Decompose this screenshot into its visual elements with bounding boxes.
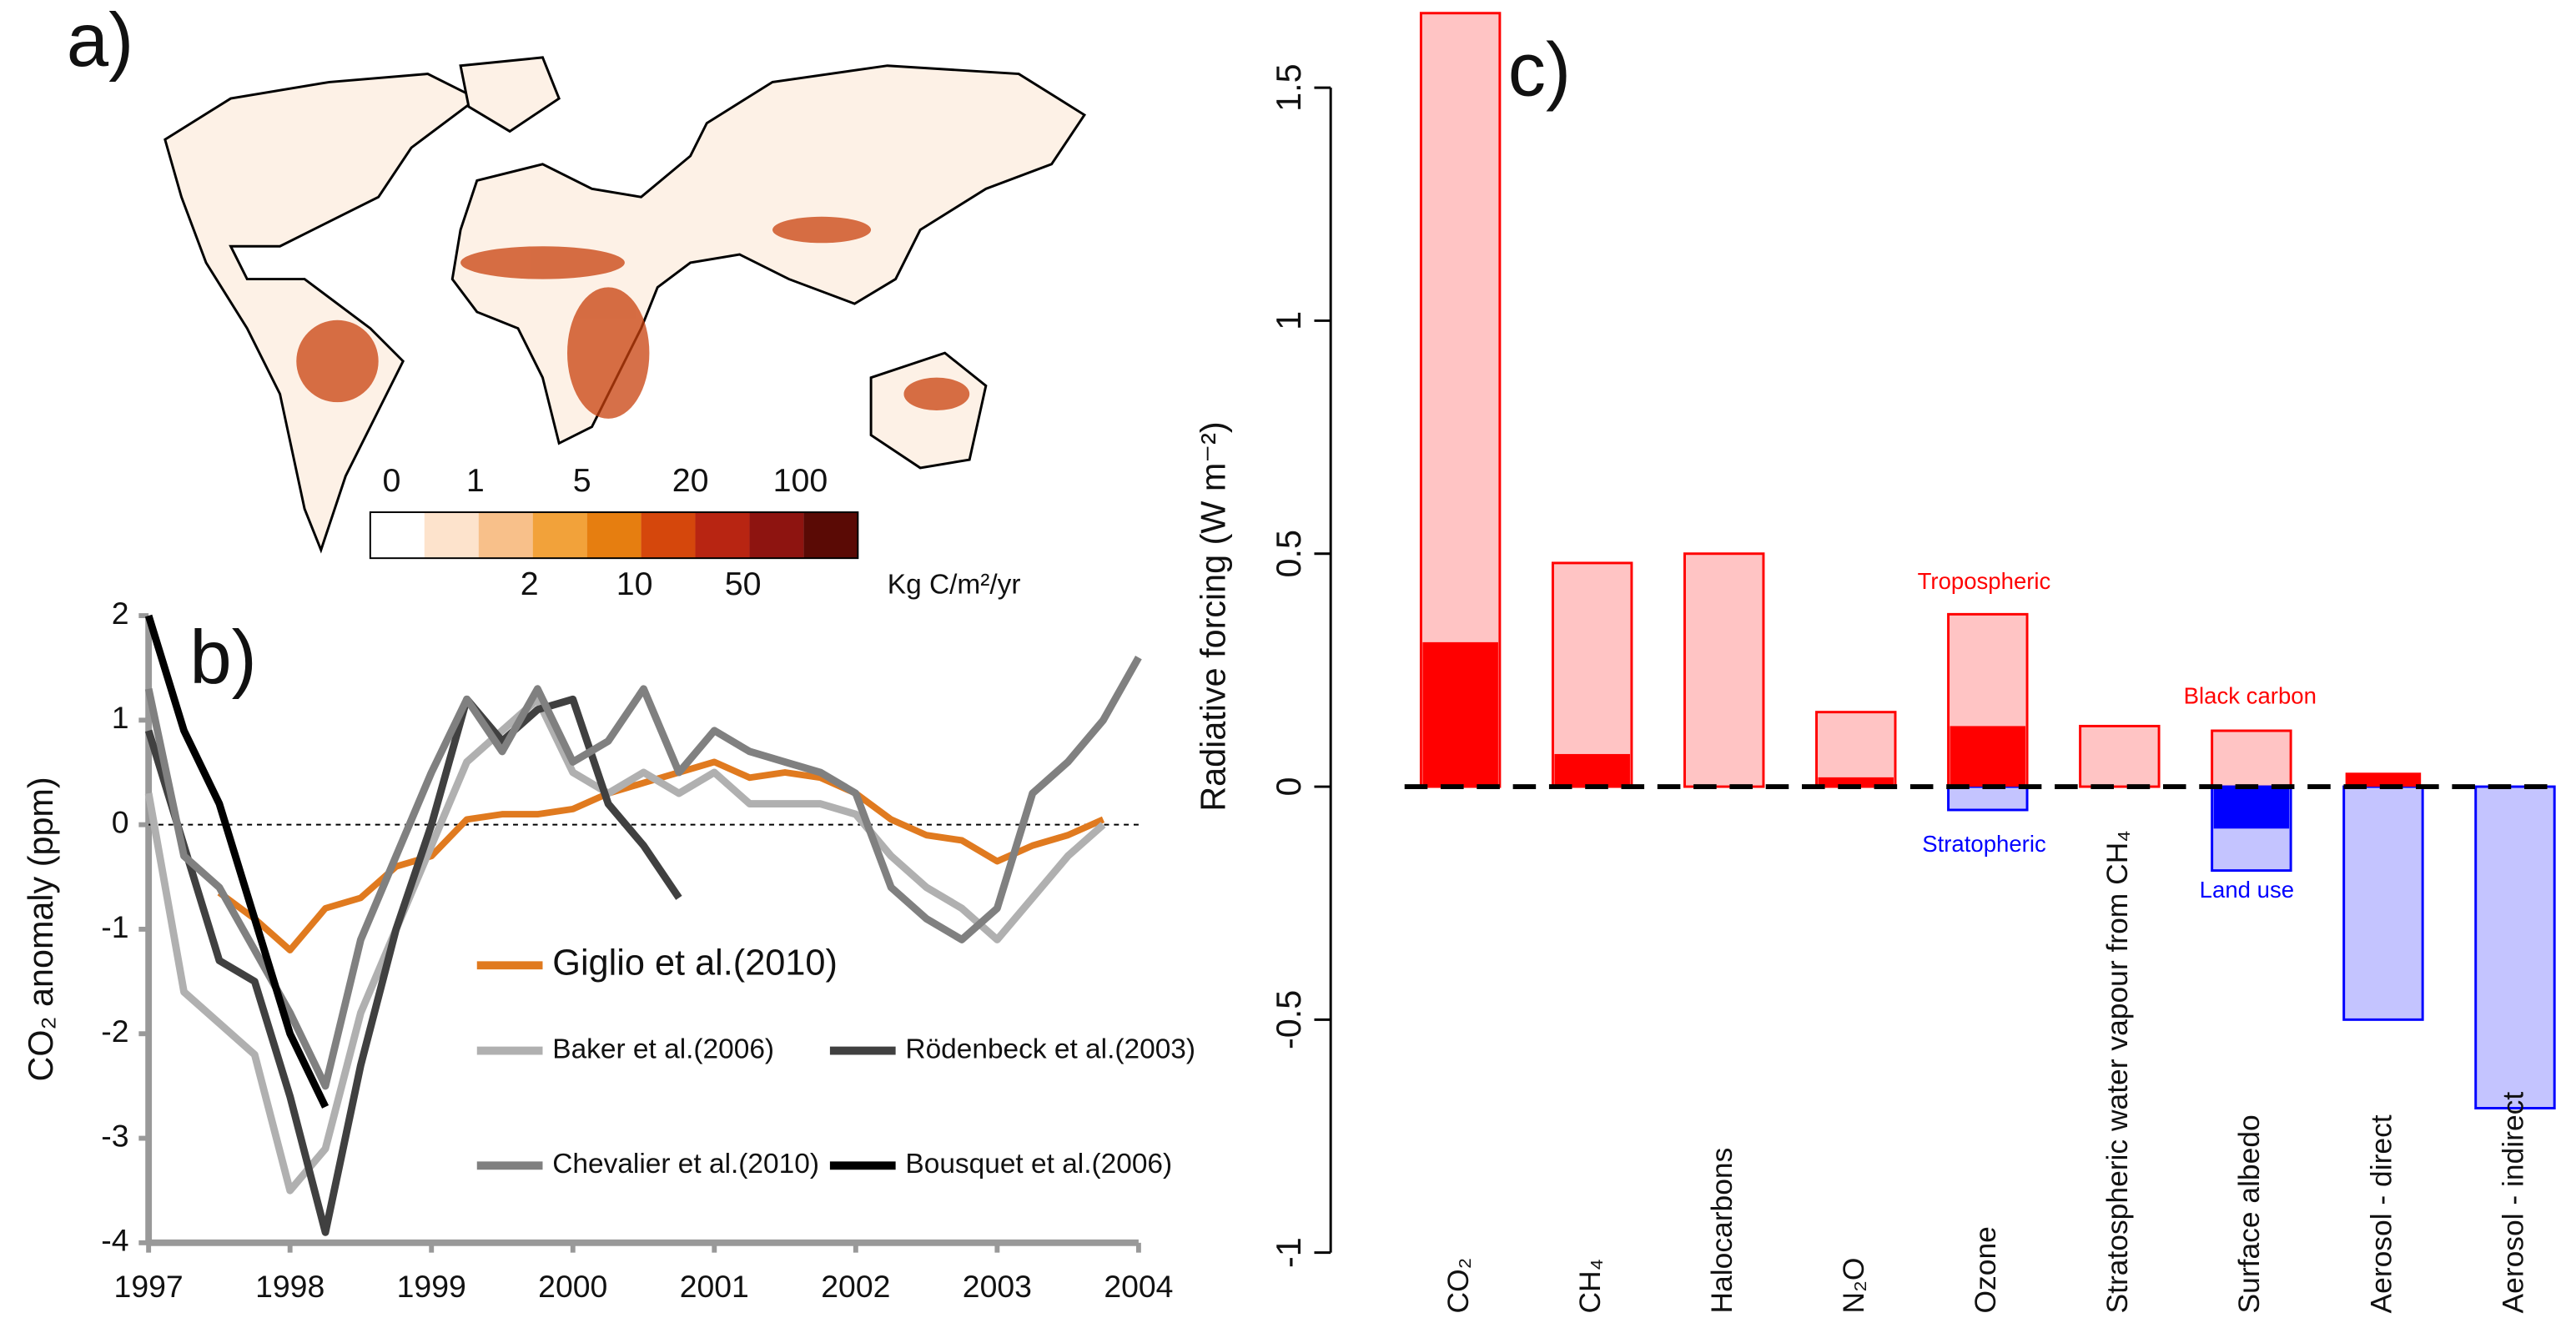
x-tick-label: 2001 — [680, 1269, 749, 1304]
x-tick-label: 2000 — [538, 1269, 607, 1304]
colorbar-swatch — [532, 512, 587, 559]
bar — [1950, 726, 2026, 787]
panel-label: c) — [1508, 28, 1571, 112]
legend-label: Bousquet et al.(2006) — [905, 1149, 1172, 1180]
x-tick-label: N₂O — [1837, 1258, 1870, 1314]
series-line — [144, 614, 330, 1109]
y-tick-label: -3 — [101, 1118, 128, 1153]
y-tick-label: 1.5 — [1270, 63, 1308, 111]
colorbar-swatch — [749, 512, 804, 559]
colorbar-label: 1 — [466, 462, 485, 499]
hotspot — [772, 216, 872, 244]
legend-label: Giglio et al.(2010) — [552, 943, 838, 983]
x-tick-label: CH₄ — [1573, 1259, 1607, 1314]
colorbar-swatch — [695, 512, 750, 559]
colorbar-label: 0 — [382, 462, 400, 499]
bar — [1815, 711, 1897, 788]
greenland — [459, 56, 561, 133]
colorbar-swatch — [586, 512, 641, 559]
colorbar-label: 100 — [773, 462, 828, 499]
panel-label: b) — [189, 616, 256, 700]
y-tick-label: -0.5 — [1270, 990, 1308, 1049]
series-line — [144, 655, 1142, 1090]
bar — [1683, 552, 1765, 788]
bar — [2342, 785, 2424, 1021]
x-tick-label: Stratospheric water vapour from CH₄ — [2101, 830, 2134, 1313]
colorbar-swatch — [370, 512, 425, 559]
colorbar-swatch — [803, 512, 858, 559]
y-tick-label: -1 — [1270, 1237, 1308, 1268]
bar — [1554, 753, 1630, 787]
colorbar-label: 5 — [573, 462, 591, 499]
x-tick-label: 1997 — [114, 1269, 184, 1304]
series-line — [217, 758, 1105, 953]
annotation: Land use — [2200, 877, 2294, 903]
x-tick-label: Halocarbons — [1705, 1148, 1738, 1314]
y-axis-label: CO₂ anomaly (ppm) — [22, 777, 60, 1081]
x-tick-label: Aerosol - direct — [2364, 1114, 2397, 1313]
colorbar-label: 2 — [521, 566, 539, 602]
panel-label: a) — [67, 0, 133, 83]
x-tick-label: 1999 — [397, 1269, 466, 1304]
y-tick-label: 1 — [1270, 311, 1308, 330]
colorbar-label: 50 — [725, 566, 762, 602]
legend-label: Chevalier et al.(2010) — [552, 1149, 819, 1180]
hotspot — [567, 287, 650, 419]
hotspot — [296, 319, 379, 403]
x-tick-label: CO₂ — [1441, 1258, 1475, 1314]
x-tick-label: 2003 — [963, 1269, 1032, 1304]
colorbar-unit: Kg C/m²/yr — [888, 569, 1021, 600]
y-axis-label: Radiative forcing (W m⁻²) — [1194, 421, 1232, 811]
bar — [1947, 785, 2029, 812]
bar — [1551, 561, 1633, 788]
bar — [1818, 777, 1894, 787]
legend-label: Rödenbeck et al.(2003) — [905, 1034, 1195, 1064]
americas — [164, 73, 480, 554]
y-tick-label: 0.5 — [1270, 530, 1308, 577]
y-tick-label: 0 — [112, 805, 129, 840]
map-fire-hotspots — [296, 216, 970, 419]
y-tick-label: 0 — [1270, 777, 1308, 797]
legend-label: Baker et al.(2006) — [552, 1034, 774, 1064]
bar — [2474, 785, 2556, 1109]
colorbar-swatch — [478, 512, 533, 559]
colorbar-frame — [369, 511, 859, 560]
australia — [869, 351, 988, 470]
hotspot — [903, 377, 970, 411]
hotspot — [460, 246, 625, 279]
x-tick-label: Surface albedo — [2232, 1114, 2266, 1313]
annotation: Black carbon — [2184, 683, 2317, 709]
x-tick-label: 1998 — [255, 1269, 325, 1304]
x-tick-label: 2002 — [821, 1269, 890, 1304]
bar — [1422, 641, 1498, 787]
x-tick-label: Aerosol - indirect — [2496, 1092, 2529, 1314]
bar — [2345, 772, 2422, 787]
colorbar-label: 10 — [616, 566, 653, 602]
x-tick-label: Ozone — [1969, 1226, 2002, 1313]
x-tick-label: 2004 — [1104, 1269, 1173, 1304]
colorbar-label: 20 — [672, 462, 709, 499]
colorbar-swatch — [424, 512, 479, 559]
y-tick-label: 1 — [112, 700, 129, 735]
y-tick-label: -4 — [101, 1223, 128, 1258]
y-tick-label: -1 — [101, 909, 128, 944]
bar — [2213, 787, 2290, 829]
y-tick-label: 2 — [112, 596, 129, 631]
bar — [2079, 724, 2161, 788]
y-tick-label: -2 — [101, 1014, 128, 1049]
colorbar-swatch — [641, 512, 696, 559]
bar — [2211, 729, 2292, 788]
annotation: Tropospheric — [1918, 568, 2051, 594]
annotation: Stratopheric — [1922, 831, 2046, 857]
